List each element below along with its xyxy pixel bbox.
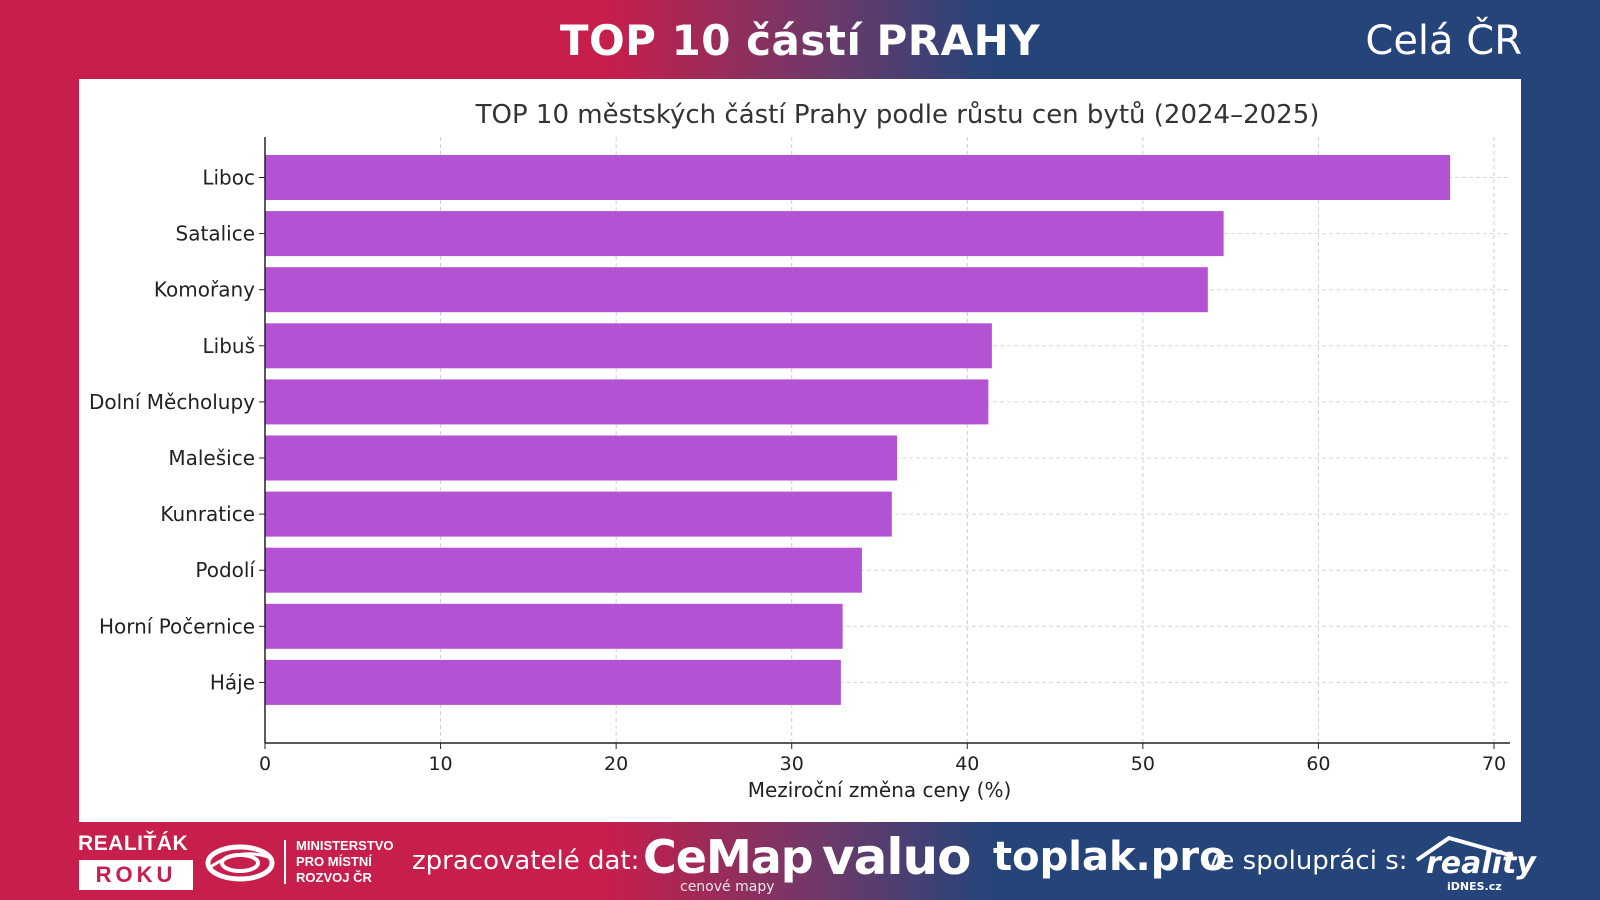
reality-logo: reality [1426,846,1536,881]
category-label: Komořany [154,278,255,302]
ministry-line: PRO MÍSTNÍ [296,854,372,869]
category-label: Dolní Měcholupy [89,390,255,414]
category-label: Libuš [203,334,256,358]
category-label: Kunratice [160,502,255,526]
bar [265,211,1224,257]
x-tick-label: 40 [955,753,979,775]
x-tick-label: 0 [259,753,271,775]
brand-name: REALIŤÁK [78,832,189,855]
house-roof-icon [1415,836,1514,862]
x-tick-label: 60 [1306,753,1330,775]
bar-chart: TOP 10 městských částí Prahy podle růstu… [89,100,1510,802]
chart-title: TOP 10 městských částí Prahy podle růstu… [475,100,1320,130]
processors-label: zpracovatelé dat: [412,846,640,876]
x-tick-label: 50 [1131,753,1155,775]
bar [265,491,892,537]
ministry-line: ROZVOJ ČR [296,870,372,885]
x-tick-label: 30 [780,753,804,775]
cemap-tagline: cenové mapy [680,879,775,895]
chart-panel: TOP 10 městských částí Prahy podle růstu… [79,79,1521,822]
ministry-divider [284,840,286,884]
category-label: Podolí [195,558,256,582]
page-title: TOP 10 částí PRAHY [559,16,1041,65]
category-label: Satalice [176,222,255,246]
category-label: Malešice [168,446,255,470]
cemap-logo: CeMap [643,830,814,884]
bar [265,547,862,593]
category-label: Háje [210,670,255,694]
bar [265,323,992,369]
brand-badge: ROKU [79,860,193,890]
bar [265,659,841,705]
x-tick-label: 70 [1482,753,1506,775]
x-axis-title: Meziroční změna ceny (%) [748,778,1012,802]
cooperation-label: ve spolupráci s: [1203,846,1408,876]
bar [265,155,1451,200]
reality-tagline: iDNES.cz [1447,880,1502,893]
category-label: Liboc [202,166,255,190]
bar [265,267,1208,313]
footer: REALIŤÁK ROKU MINISTERSTVO PRO MÍSTNÍ RO… [0,822,1600,900]
bar [265,435,898,481]
ministry-line: MINISTERSTVO [296,838,394,853]
bar [265,603,843,649]
ministry-name: MINISTERSTVO PRO MÍSTNÍ ROZVOJ ČR [296,838,394,886]
toplak-logo: toplak.pro [993,834,1227,880]
x-tick-label: 10 [428,753,452,775]
bar [265,379,989,425]
category-label: Horní Počernice [99,614,255,638]
valuo-logo: valuo [822,828,971,886]
x-tick-label: 20 [604,753,628,775]
region-label: Celá ČR [1365,18,1522,64]
ministry-logo-icon [205,844,275,882]
